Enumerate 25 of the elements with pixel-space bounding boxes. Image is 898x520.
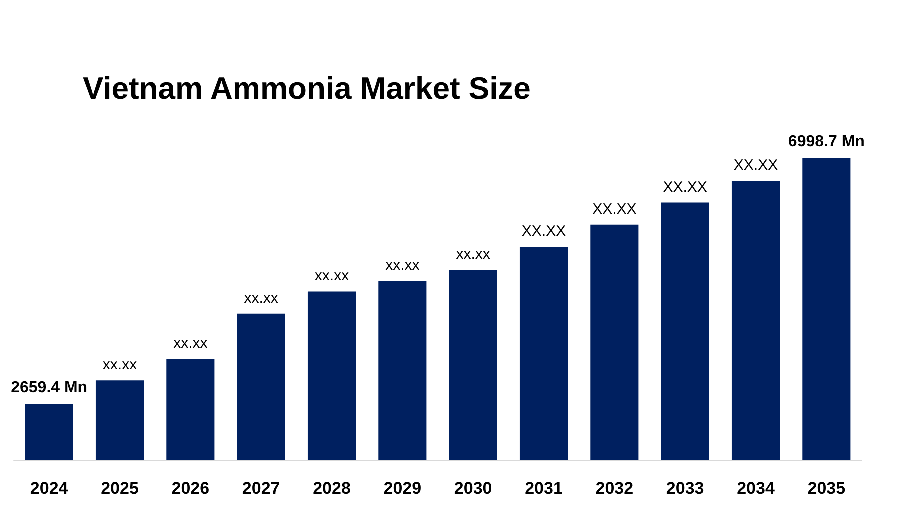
x-tick-label: 2033 — [666, 479, 704, 498]
x-tick-label: 2025 — [101, 479, 139, 498]
data-label: XX.XX — [734, 157, 778, 174]
x-tick-label: 2026 — [172, 479, 210, 498]
x-tick-label: 2024 — [30, 479, 69, 498]
data-label: xx.xx — [314, 268, 350, 285]
data-label: xx.xx — [174, 335, 208, 352]
chart-title: Vietnam Ammonia Market Size — [83, 71, 531, 106]
data-label: XX.XX — [592, 200, 637, 218]
data-label: 6998.7 Mn — [788, 134, 865, 151]
data-label: XX.XX — [663, 178, 708, 196]
data-label: XX.XX — [522, 222, 566, 240]
x-tick-label: 2030 — [454, 479, 492, 498]
x-tick-label: 2035 — [808, 479, 846, 498]
x-tick-label: 2029 — [384, 479, 422, 498]
x-tick-label: 2032 — [596, 479, 634, 498]
x-tick-label: 2031 — [525, 479, 563, 498]
data-label: 2659.4 Mn — [11, 379, 88, 396]
x-tick-label: 2028 — [313, 479, 351, 498]
data-label: xx.xx — [244, 290, 279, 307]
data-label: xx.xx — [102, 356, 138, 374]
x-tick-label: 2034 — [737, 479, 776, 498]
x-tick-label: 2027 — [242, 479, 280, 498]
data-label: xx.xx — [456, 246, 491, 264]
data-label: xx.xx — [386, 256, 420, 274]
